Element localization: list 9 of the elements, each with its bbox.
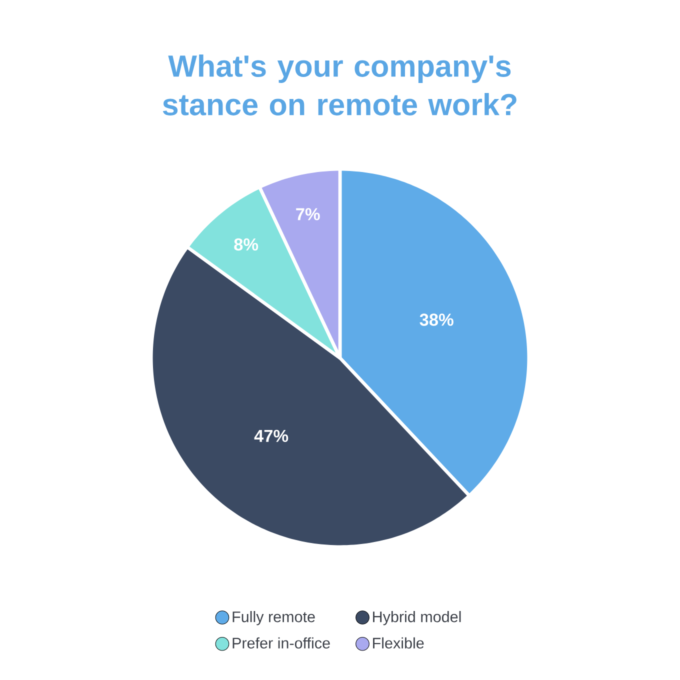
chart-title: What's your company's stance on remote work? [162, 54, 516, 116]
legend-label: Flexible [373, 637, 424, 649]
legend-label: Fully remote [232, 611, 315, 626]
data-label: 38% [420, 314, 454, 326]
legend-label: Hybrid model [373, 611, 461, 626]
data-label: 7% [296, 208, 320, 220]
data-label: 8% [234, 238, 258, 251]
legend-label: Prefer in-office [232, 637, 330, 649]
data-label: 47% [254, 430, 288, 442]
